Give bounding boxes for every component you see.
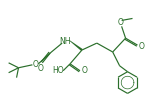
Text: O: O xyxy=(118,18,124,27)
Text: NH: NH xyxy=(59,37,71,46)
Polygon shape xyxy=(69,40,83,51)
Text: HO: HO xyxy=(52,66,64,75)
Text: O: O xyxy=(139,42,144,51)
Text: O: O xyxy=(37,64,43,73)
Text: O: O xyxy=(32,60,38,69)
Text: O: O xyxy=(82,66,88,75)
